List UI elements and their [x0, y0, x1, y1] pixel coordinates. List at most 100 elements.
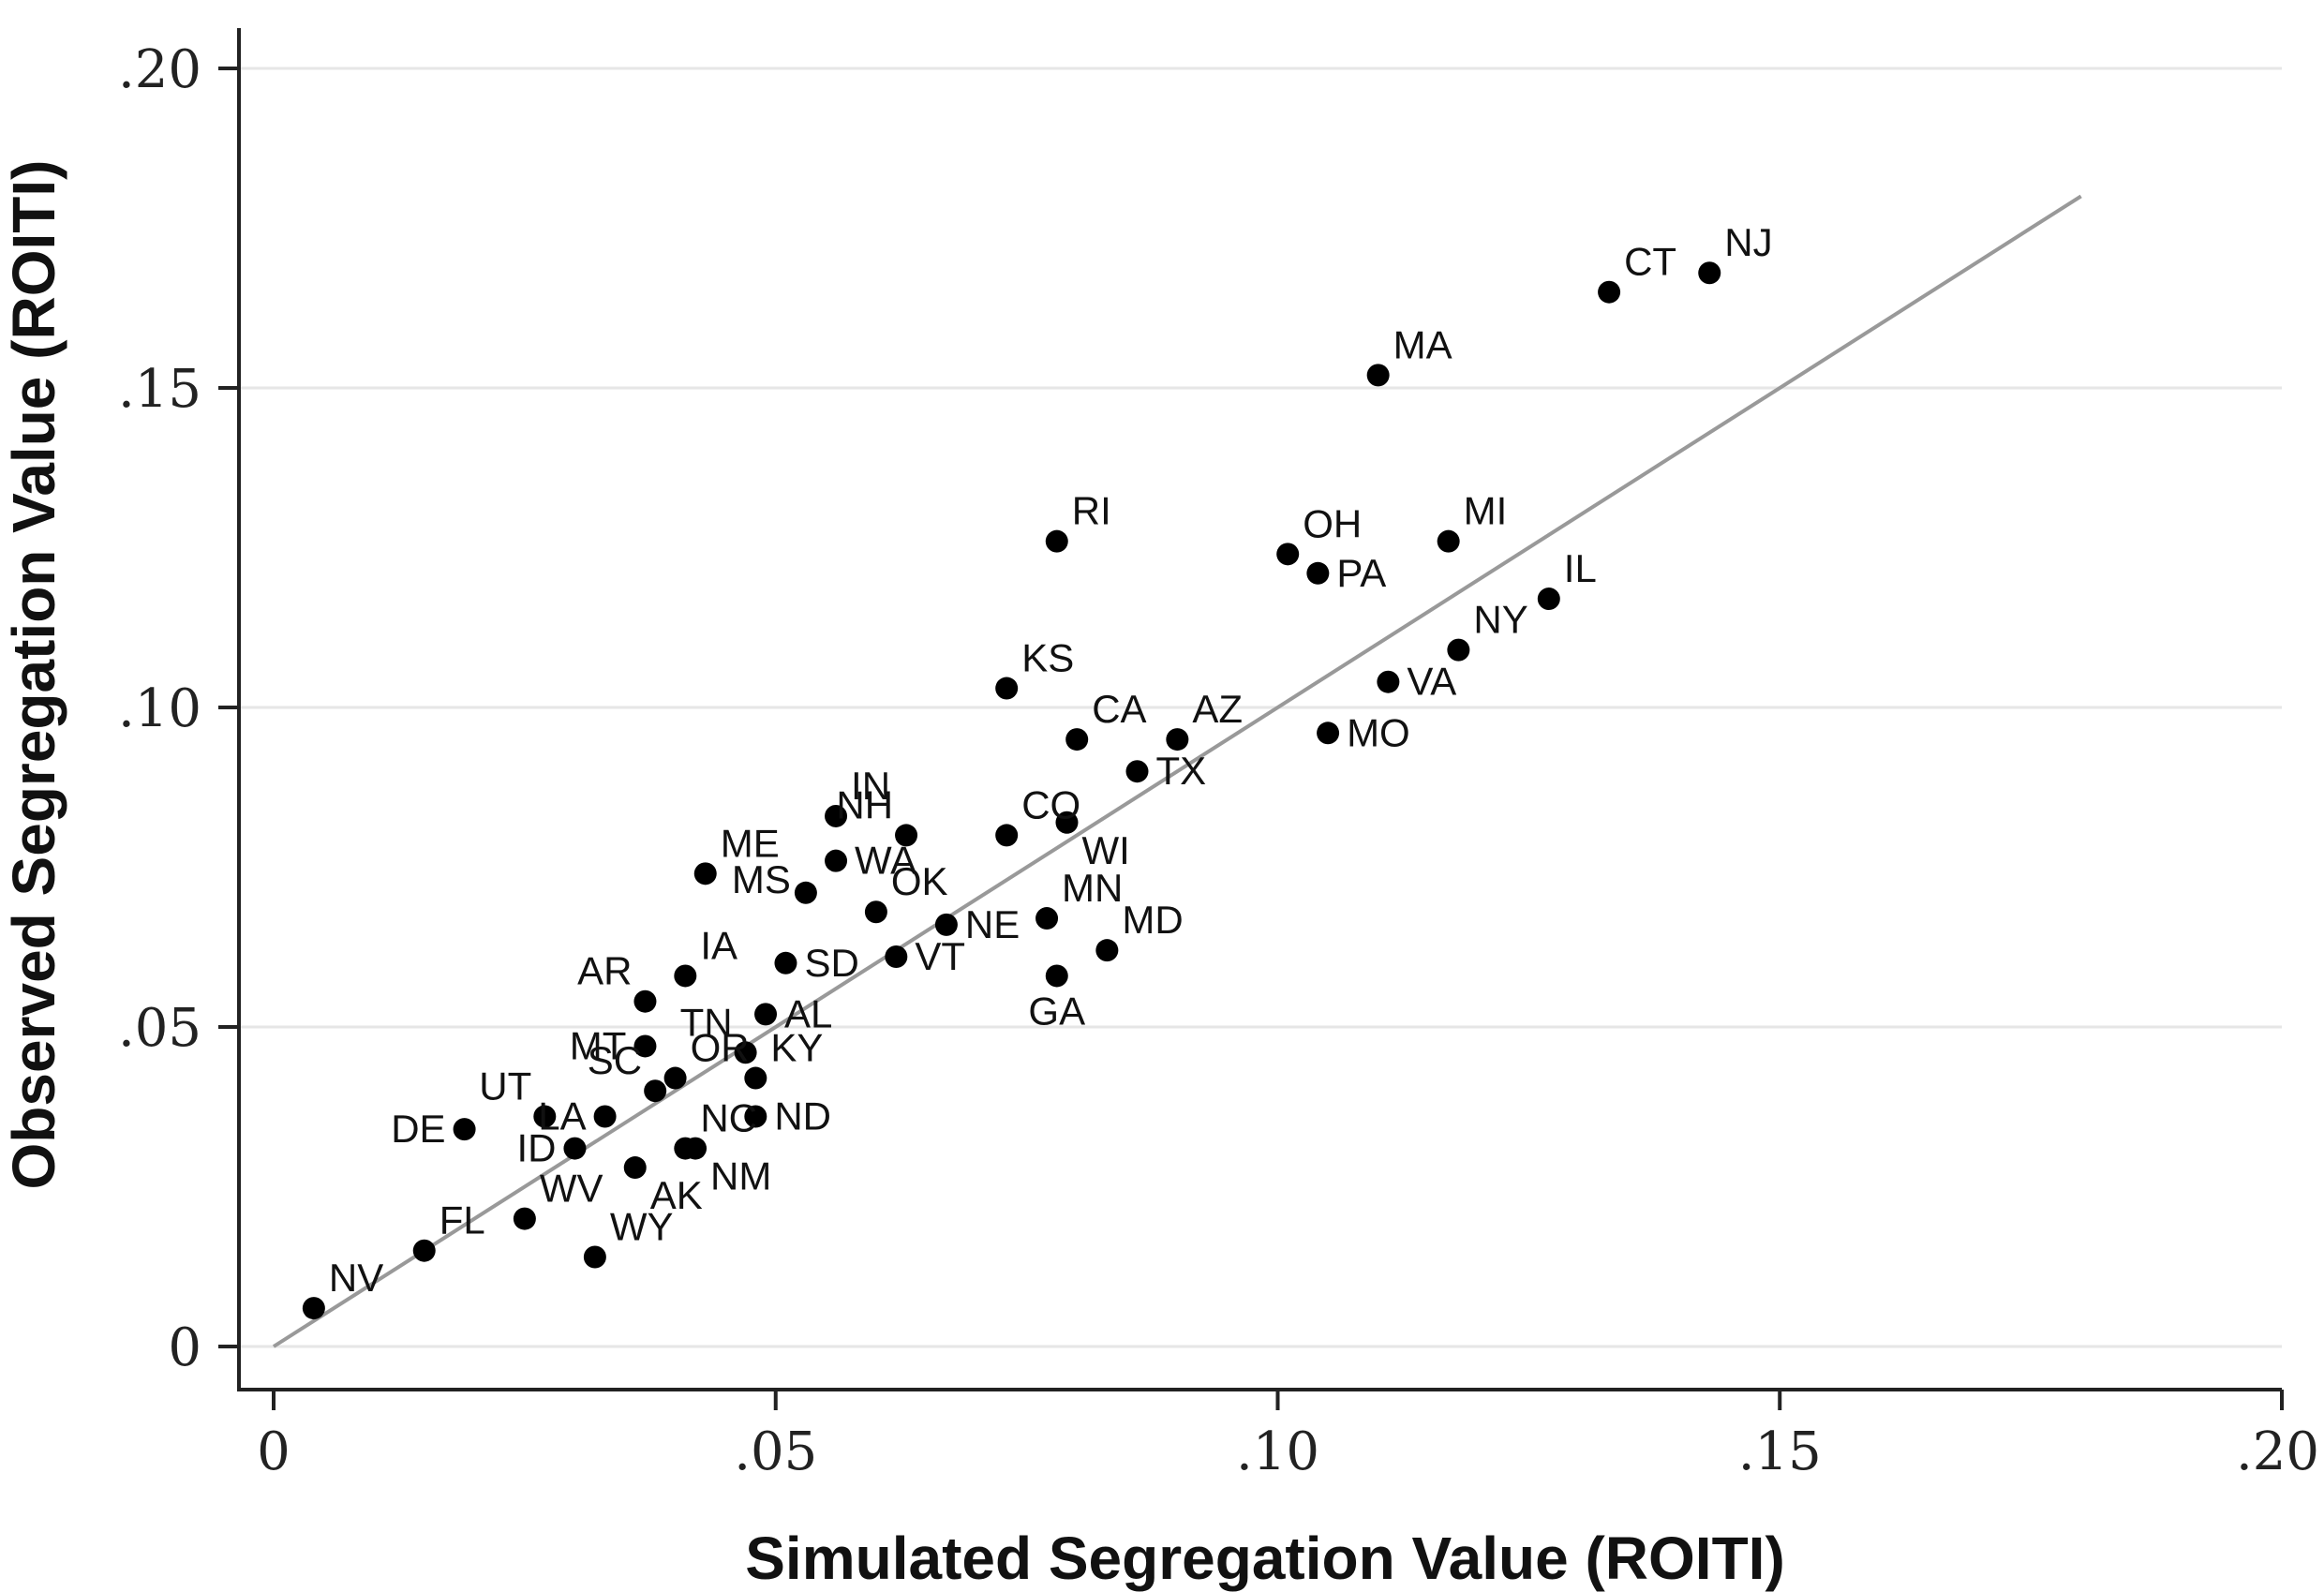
data-point-pa — [1306, 561, 1330, 585]
data-point-il — [1537, 588, 1560, 611]
data-point-sd — [774, 951, 797, 975]
data-point-ms — [794, 881, 817, 904]
x-tick-label: 0 — [257, 1421, 290, 1482]
point-label-in: IN — [851, 764, 890, 808]
data-point-wy — [583, 1245, 606, 1269]
data-points — [302, 261, 1721, 1320]
data-point-ia — [674, 964, 697, 988]
data-point-nv — [302, 1297, 325, 1320]
point-label-ny: NY — [1473, 598, 1527, 642]
data-point-ak — [623, 1156, 647, 1180]
point-label-az: AZ — [1192, 687, 1243, 731]
data-point-ma — [1366, 364, 1390, 387]
data-point-ga — [1045, 964, 1068, 988]
point-label-tx: TX — [1155, 749, 1206, 793]
point-label-ks: KS — [1021, 636, 1074, 680]
data-point-id — [563, 1137, 587, 1160]
point-label-sd: SD — [804, 941, 858, 985]
point-label-ne: NE — [965, 902, 1020, 946]
point-label-wv: WV — [540, 1167, 603, 1211]
data-point-ok — [864, 900, 887, 924]
data-point-tn — [734, 1041, 757, 1064]
point-label-wi: WI — [1081, 828, 1129, 872]
point-label-ia: IA — [700, 923, 737, 967]
y-tick-label: 0 — [168, 1317, 201, 1378]
point-label-ut: UT — [479, 1064, 531, 1108]
y-tick-label: .10 — [118, 678, 201, 739]
x-tick-label: .05 — [734, 1421, 817, 1482]
data-point-ky — [744, 1066, 767, 1090]
point-label-ri: RI — [1072, 489, 1111, 533]
data-point-ut — [533, 1105, 557, 1128]
data-point-nd — [744, 1105, 767, 1128]
data-point-or — [663, 1066, 687, 1090]
point-label-wy: WY — [610, 1205, 674, 1249]
point-label-ms: MS — [732, 857, 791, 901]
point-label-tn: TN — [680, 1000, 733, 1044]
point-label-mo: MO — [1347, 710, 1410, 754]
data-point-de — [453, 1118, 476, 1141]
data-point-wa — [825, 849, 848, 872]
point-label-co: CO — [1021, 782, 1080, 826]
data-point-co — [995, 824, 1019, 847]
data-point-ca — [1065, 728, 1089, 751]
data-point-tx — [1125, 760, 1149, 783]
point-label-ky: KY — [770, 1026, 823, 1070]
point-label-nh: NH — [836, 782, 893, 826]
point-label-al: AL — [784, 991, 832, 1035]
point-label-id: ID — [516, 1126, 556, 1170]
point-label-pa: PA — [1336, 551, 1386, 595]
x-tick-label: .20 — [2236, 1421, 2319, 1482]
y-tick-label: .20 — [118, 39, 201, 100]
point-label-nc: NC — [700, 1096, 757, 1140]
point-label-nm: NM — [710, 1154, 771, 1198]
data-point-mt — [633, 1034, 657, 1058]
point-label-nd: ND — [774, 1094, 831, 1138]
data-point-ri — [1045, 529, 1068, 553]
point-label-ca: CA — [1092, 687, 1146, 731]
point-label-ar: AR — [577, 949, 632, 993]
tick-labels: 0 .05 .10 .15 .20 0 .05 .10 .15 .20 — [118, 39, 2319, 1482]
point-label-or: OR — [691, 1026, 750, 1070]
gridlines — [239, 67, 2282, 1348]
data-point-ny — [1447, 638, 1470, 662]
point-label-fl: FL — [439, 1198, 485, 1242]
point-label-wa: WA — [855, 839, 916, 883]
point-label-mt: MT — [570, 1023, 627, 1067]
point-label-md: MD — [1122, 898, 1183, 942]
point-label-la: LA — [538, 1094, 586, 1138]
y-axis-title: Observed Segregation Value (ROITI) — [0, 160, 67, 1190]
point-label-vt: VT — [915, 934, 965, 978]
data-point-oh — [1276, 543, 1300, 566]
point-label-nj: NJ — [1724, 220, 1772, 264]
point-label-me: ME — [721, 821, 780, 865]
data-point-ne — [934, 913, 958, 936]
point-label-oh: OH — [1303, 501, 1362, 545]
point-label-va: VA — [1407, 660, 1456, 704]
data-point-mo — [1317, 722, 1340, 745]
data-point-in — [825, 804, 848, 827]
data-point-md — [1095, 939, 1119, 962]
point-label-nv: NV — [329, 1256, 383, 1300]
data-point-wv — [513, 1207, 536, 1230]
data-point-nm — [684, 1137, 708, 1160]
point-label-mn: MN — [1062, 866, 1123, 910]
data-point-vt — [885, 945, 908, 968]
data-point-fl — [412, 1239, 436, 1262]
x-tick-label: .15 — [1738, 1421, 1822, 1482]
data-point-sc — [644, 1079, 667, 1103]
data-point-wi — [1055, 811, 1079, 834]
y-tick-label: .05 — [118, 998, 201, 1059]
data-point-la — [593, 1105, 617, 1128]
point-label-ma: MA — [1393, 322, 1452, 366]
point-label-ga: GA — [1028, 989, 1085, 1033]
data-point-va — [1377, 670, 1400, 693]
x-axis-title: Simulated Segregation Value (ROITI) — [745, 1525, 1785, 1592]
point-label-de: DE — [391, 1107, 445, 1151]
point-label-ak: AK — [650, 1173, 703, 1217]
data-point-ks — [995, 677, 1019, 700]
data-point-nh — [895, 824, 918, 847]
point-label-ok: OK — [891, 859, 948, 903]
